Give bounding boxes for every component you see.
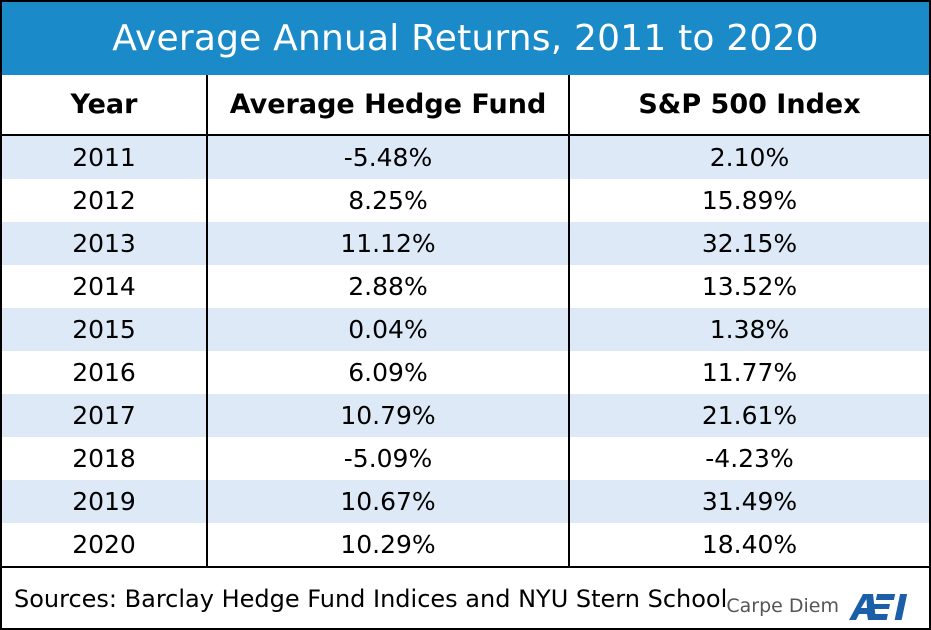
- cell-year: 2014: [2, 265, 208, 308]
- cell-year: 2020: [2, 523, 208, 568]
- table-row: 2011 -5.48% 2.10%: [2, 135, 929, 179]
- cell-year: 2018: [2, 437, 208, 480]
- column-header-sp500: S&P 500 Index: [569, 75, 929, 136]
- table-row: 2013 11.12% 32.15%: [2, 222, 929, 265]
- table-row: 2017 10.79% 21.61%: [2, 394, 929, 437]
- table-row: 2016 6.09% 11.77%: [2, 351, 929, 394]
- cell-year: 2019: [2, 480, 208, 523]
- cell-year: 2011: [2, 135, 208, 179]
- brand-text: Carpe Diem: [726, 595, 839, 617]
- cell-sp500: 11.77%: [569, 351, 929, 394]
- aei-logo-icon: [849, 594, 908, 620]
- cell-sp500: 15.89%: [569, 179, 929, 222]
- cell-sp500: 1.38%: [569, 308, 929, 351]
- cell-hedge-fund: -5.09%: [207, 437, 570, 480]
- cell-year: 2012: [2, 179, 208, 222]
- cell-hedge-fund: 6.09%: [207, 351, 570, 394]
- cell-year: 2015: [2, 308, 208, 351]
- table-row: 2020 10.29% 18.40%: [2, 523, 929, 568]
- cell-hedge-fund: 11.12%: [207, 222, 570, 265]
- table-row: 2012 8.25% 15.89%: [2, 179, 929, 222]
- cell-sp500: -4.23%: [569, 437, 929, 480]
- table-row: 2014 2.88% 13.52%: [2, 265, 929, 308]
- cell-sp500: 31.49%: [569, 480, 929, 523]
- cell-hedge-fund: 10.67%: [207, 480, 570, 523]
- column-header-hedge-fund: Average Hedge Fund: [207, 75, 570, 136]
- cell-year: 2016: [2, 351, 208, 394]
- cell-year: 2013: [2, 222, 208, 265]
- table-row: 2019 10.67% 31.49%: [2, 480, 929, 523]
- cell-hedge-fund: 8.25%: [207, 179, 570, 222]
- source-note: Sources: Barclay Hedge Fund Indices and …: [14, 585, 728, 613]
- cell-hedge-fund: 10.29%: [207, 523, 570, 568]
- table-body: 2011 -5.48% 2.10% 2012 8.25% 15.89% 2013 11.12%…: [2, 135, 929, 568]
- column-header-year: Year: [2, 75, 208, 136]
- table-row: 2015 0.04% 1.38%: [2, 308, 929, 351]
- brand: Carpe Diem: [726, 590, 911, 622]
- footer: Sources: Barclay Hedge Fund Indices and …: [2, 572, 929, 628]
- cell-sp500: 18.40%: [569, 523, 929, 568]
- header-row: Year Average Hedge Fund S&P 500 Index: [2, 75, 929, 136]
- cell-year: 2017: [2, 394, 208, 437]
- returns-table: Year Average Hedge Fund S&P 500 Index 20…: [2, 75, 929, 568]
- cell-hedge-fund: -5.48%: [207, 135, 570, 179]
- cell-hedge-fund: 2.88%: [207, 265, 570, 308]
- cell-sp500: 21.61%: [569, 394, 929, 437]
- cell-hedge-fund: 10.79%: [207, 394, 570, 437]
- title-bar: Average Annual Returns, 2011 to 2020: [2, 2, 929, 75]
- cell-sp500: 13.52%: [569, 265, 929, 308]
- cell-hedge-fund: 0.04%: [207, 308, 570, 351]
- table-row: 2018 -5.09% -4.23%: [2, 437, 929, 480]
- cell-sp500: 2.10%: [569, 135, 929, 179]
- chart-title: Average Annual Returns, 2011 to 2020: [112, 18, 819, 59]
- cell-sp500: 32.15%: [569, 222, 929, 265]
